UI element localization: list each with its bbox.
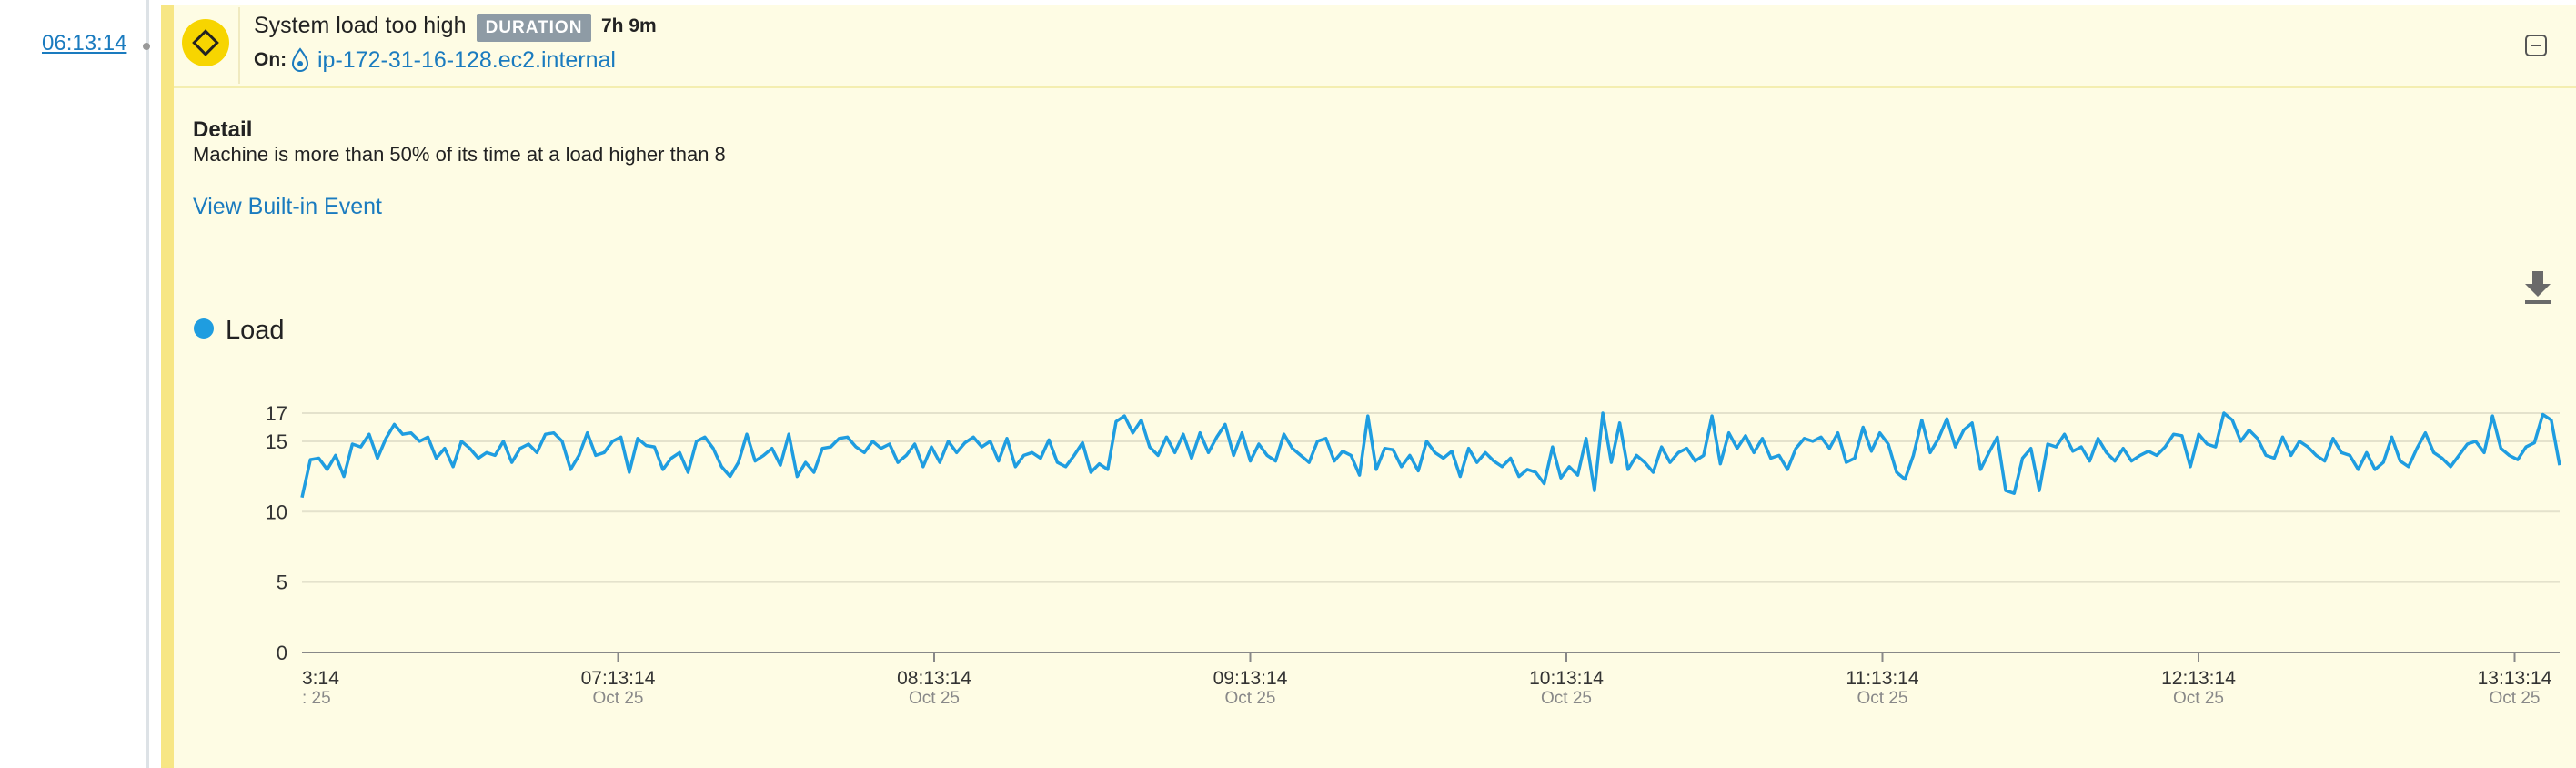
legend-label: Load: [226, 316, 285, 345]
x-tick-date: : 25: [302, 689, 331, 708]
host-icon: [291, 47, 309, 72]
event-card: [161, 5, 2576, 768]
timeline-dot: [143, 43, 150, 50]
y-tick-label: 10: [266, 500, 287, 523]
x-tick-date: Oct 25: [2173, 689, 2224, 708]
x-tick-label: 13:13:14: [2478, 668, 2552, 689]
x-tick-date: Oct 25: [1225, 689, 1276, 708]
x-tick-label: 07:13:14: [581, 668, 656, 689]
x-tick-date: Oct 25: [1541, 689, 1592, 708]
duration-value: 7h 9m: [601, 15, 657, 36]
y-tick-label: 15: [266, 430, 287, 453]
download-button[interactable]: [2521, 269, 2554, 306]
event-title: System load too high: [254, 13, 467, 38]
host-link[interactable]: ip-172-31-16-128.ec2.internal: [317, 47, 616, 73]
x-tick-label: 08:13:14: [897, 668, 971, 689]
y-tick-label: 0: [277, 642, 287, 664]
x-tick-label: 10:13:14: [1529, 668, 1604, 689]
on-label: On:: [254, 49, 287, 70]
detail-heading: Detail: [193, 117, 253, 142]
series-line: [300, 411, 2561, 499]
y-tick-label: 17: [266, 402, 287, 425]
severity-icon: [182, 19, 229, 66]
x-tick-date: Oct 25: [593, 689, 644, 708]
x-tick-date: Oct 25: [909, 689, 960, 708]
header-divider: [238, 7, 240, 84]
x-tick-label: 12:13:14: [2161, 668, 2236, 689]
x-tick-label: 11:13:14: [1846, 668, 1919, 689]
legend-marker: [194, 318, 214, 339]
x-tick-date: Oct 25: [1857, 689, 1908, 708]
timeline-time[interactable]: 06:13:14: [42, 31, 127, 56]
y-tick-label: 5: [277, 571, 287, 594]
x-tick-date: Oct 25: [2490, 689, 2541, 708]
duration-badge: DURATION: [477, 14, 591, 42]
collapse-button[interactable]: [2524, 34, 2548, 57]
card-header-border: [174, 86, 2576, 88]
x-tick-label: 3:14: [302, 668, 339, 689]
x-tick-label: 09:13:14: [1213, 668, 1288, 689]
view-event-link[interactable]: View Built-in Event: [193, 194, 382, 219]
detail-text: Machine is more than 50% of its time at …: [193, 143, 726, 166]
timeline-line: [146, 0, 149, 768]
